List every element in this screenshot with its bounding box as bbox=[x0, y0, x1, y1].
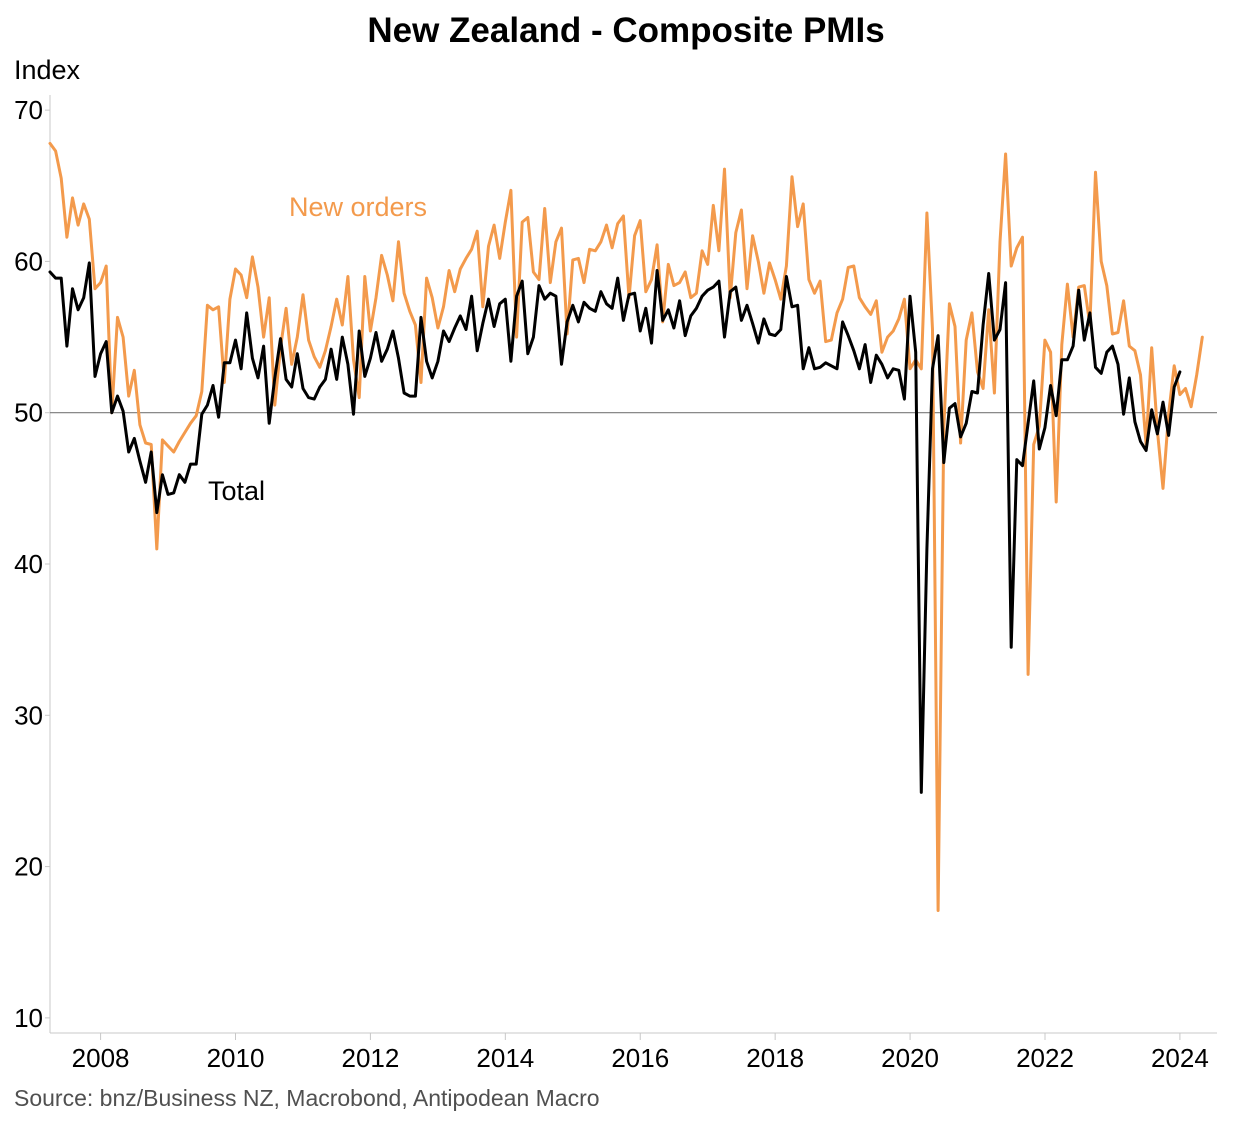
source-note: Source: bnz/Business NZ, Macrobond, Anti… bbox=[14, 1085, 600, 1111]
x-tick-label: 2020 bbox=[881, 1043, 939, 1073]
y-tick-label: 70 bbox=[14, 95, 43, 125]
series-label-new-orders: New orders bbox=[289, 192, 427, 222]
y-tick-label: 30 bbox=[14, 700, 43, 730]
series-label-total: Total bbox=[208, 476, 265, 506]
y-tick-label: 20 bbox=[14, 852, 43, 882]
x-tick-label: 2012 bbox=[341, 1043, 399, 1073]
series-lines bbox=[48, 141, 1204, 912]
x-tick-label: 2010 bbox=[207, 1043, 265, 1073]
x-tick-label: 2014 bbox=[476, 1043, 534, 1073]
x-tick-label: 2022 bbox=[1016, 1043, 1074, 1073]
y-tick-label: 10 bbox=[14, 1003, 43, 1033]
y-tick-label: 50 bbox=[14, 398, 43, 428]
y-tick-label: 60 bbox=[14, 246, 43, 276]
x-tick-label: 2016 bbox=[611, 1043, 669, 1073]
x-tick-label: 2024 bbox=[1151, 1043, 1209, 1073]
x-tick-label: 2008 bbox=[72, 1043, 130, 1073]
y-axis-label: Index bbox=[14, 55, 81, 85]
series-line-total bbox=[48, 261, 1182, 794]
chart-title: New Zealand - Composite PMIs bbox=[367, 11, 884, 50]
x-tick-label: 2018 bbox=[746, 1043, 804, 1073]
y-tick-label: 40 bbox=[14, 549, 43, 579]
axes: 10 20 30 40 50 60 70 2008 2010 2012 2014 2016 2018 20… bbox=[14, 95, 1217, 1073]
series-line-new-orders bbox=[48, 141, 1204, 912]
